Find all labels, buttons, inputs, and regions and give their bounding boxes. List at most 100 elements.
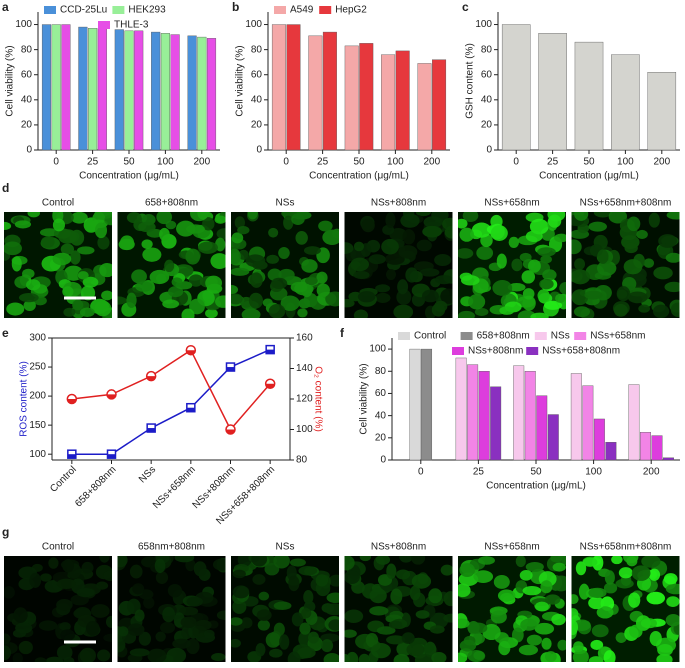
cell (76, 587, 95, 598)
cell (643, 258, 655, 268)
legend-label: CCD-25Lu (60, 5, 107, 16)
cell (406, 642, 425, 657)
cell (665, 583, 680, 595)
x-tick-label: 50 (583, 157, 595, 168)
cell (351, 580, 365, 594)
cell (537, 247, 556, 257)
cell (13, 607, 28, 623)
cell (405, 267, 419, 283)
cell (231, 267, 250, 276)
cell (443, 613, 453, 623)
bar (344, 45, 359, 151)
cell (431, 651, 447, 662)
cell (656, 653, 673, 662)
cell (288, 575, 300, 592)
cell (142, 247, 162, 262)
cell (664, 281, 680, 293)
bar (114, 29, 124, 151)
legend-swatch (98, 21, 110, 29)
image-label: NSs+658nm (484, 198, 539, 209)
x-tick-label: 100 (617, 157, 634, 168)
cell (604, 570, 615, 585)
cell (409, 585, 421, 601)
bar (651, 435, 663, 461)
cell (86, 620, 100, 636)
cell (537, 289, 550, 302)
cells (458, 556, 566, 662)
y-tick-label: 80 (375, 366, 387, 377)
cell (280, 295, 300, 311)
bar (170, 34, 180, 151)
y-axis-label: GSH content (%) (465, 43, 476, 119)
cell (499, 306, 515, 315)
marker-half (147, 428, 156, 433)
cell (552, 562, 566, 572)
cell (652, 304, 670, 318)
bar (490, 386, 502, 461)
cell (268, 227, 279, 238)
cell (467, 622, 488, 634)
x-tick-label: 200 (423, 157, 440, 168)
cell (289, 558, 306, 567)
cell (305, 276, 318, 286)
cell (344, 298, 355, 308)
cell (358, 653, 371, 662)
cell (18, 292, 39, 303)
cell (544, 651, 557, 662)
marker-half (67, 454, 76, 459)
cell (11, 256, 22, 272)
y-tick-label: 0 (380, 455, 386, 466)
x-axis-label: Concentration (μg/mL) (539, 171, 639, 182)
bar (538, 33, 567, 151)
micrograph (344, 212, 453, 318)
bar (421, 348, 433, 461)
cell (34, 657, 47, 662)
bar (187, 35, 197, 151)
cell (147, 648, 167, 662)
cell (159, 621, 176, 634)
y2-tick-label: 80 (296, 455, 308, 466)
cell (99, 262, 112, 278)
bar (308, 35, 323, 151)
bar (381, 54, 396, 151)
cell (101, 290, 112, 301)
cell (467, 649, 486, 662)
y-tick-label: 0 (486, 145, 492, 156)
cell (629, 624, 643, 639)
micrograph (231, 556, 339, 662)
cell (575, 561, 587, 576)
cell (550, 556, 563, 563)
cell (316, 283, 330, 297)
cell (458, 218, 468, 229)
cell (262, 298, 273, 307)
cell (256, 609, 272, 621)
y-tick-label: 40 (375, 410, 387, 421)
cell (646, 591, 665, 605)
cell (397, 279, 409, 295)
legend-swatch (44, 6, 56, 14)
cell (315, 574, 329, 587)
cell (172, 638, 191, 649)
cell (269, 648, 283, 658)
cell (471, 222, 492, 238)
cells (231, 556, 339, 662)
cell (77, 271, 89, 280)
cell (473, 570, 494, 584)
cells (117, 556, 226, 662)
cell (419, 268, 440, 277)
cell (210, 253, 226, 269)
cell (12, 652, 23, 662)
cell (375, 556, 391, 565)
cell (596, 606, 614, 619)
bar (501, 24, 531, 151)
legend-label: NSs+808nm (468, 346, 523, 357)
marker-half (186, 350, 196, 355)
image-label: Control (42, 542, 74, 553)
cell (571, 619, 578, 636)
y-tick-label: 60 (375, 388, 387, 399)
cell (591, 624, 609, 638)
cell (590, 639, 604, 651)
cell (155, 571, 169, 585)
cell (171, 277, 183, 287)
cell (299, 622, 311, 635)
